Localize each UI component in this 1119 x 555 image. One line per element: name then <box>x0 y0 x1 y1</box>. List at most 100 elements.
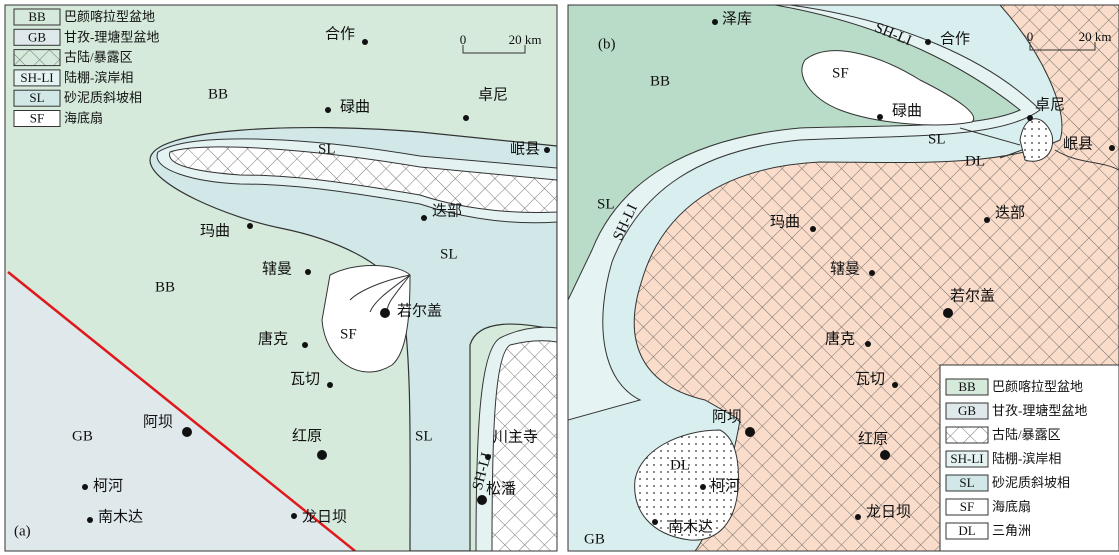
legend-text: 陆棚-滨岸相 <box>992 451 1061 466</box>
facies-label: SL <box>928 131 946 147</box>
legend-swatch <box>945 426 989 444</box>
legend-swatch <box>13 49 61 67</box>
place-name: 玛曲 <box>200 222 230 239</box>
place-dot <box>712 19 718 25</box>
legend-code: SL <box>29 90 44 105</box>
place-name: 红原 <box>292 427 322 444</box>
legend-swatch <box>945 378 989 396</box>
place-dot <box>477 495 487 505</box>
place-name: 辖曼 <box>262 260 292 277</box>
facies-label: BB <box>155 279 175 295</box>
place-name: 碌曲 <box>892 102 922 119</box>
legend-swatch <box>945 522 989 540</box>
legend-swatch <box>945 402 989 420</box>
legend-code: BB <box>958 379 976 394</box>
place-name: 泽库 <box>722 10 752 27</box>
place-dot <box>652 519 658 525</box>
place-name: 碌曲 <box>340 98 370 115</box>
panel-label: (b) <box>598 36 616 52</box>
place-name: 龙日坝 <box>866 503 911 520</box>
place-dot <box>302 342 308 348</box>
place-name: 若尔盖 <box>397 302 442 319</box>
legend-text: 古陆/暴露区 <box>64 50 133 65</box>
legend-swatch <box>13 110 61 127</box>
sl-area <box>149 126 557 551</box>
place-name: 岷县 <box>1063 135 1093 152</box>
place-dot <box>544 147 550 153</box>
place-dot <box>82 484 88 490</box>
scale-start: 0 <box>1027 29 1034 44</box>
place-dot <box>984 217 990 223</box>
facies-label: DL <box>670 457 690 473</box>
place-dot <box>865 341 871 347</box>
facies-label: GB <box>72 428 93 444</box>
land-hatch <box>492 340 557 551</box>
place-name: 迭部 <box>995 204 1025 221</box>
delta-dots <box>1020 118 1053 162</box>
place-name: 松潘 <box>486 480 516 497</box>
legend-text: 三角洲 <box>992 523 1031 538</box>
legend-swatch <box>13 8 61 26</box>
place-dot <box>700 484 706 490</box>
facies-label: SL <box>318 141 336 157</box>
place-name: 唐克 <box>258 330 288 347</box>
place-dot <box>87 517 93 523</box>
scale-bar <box>462 45 526 54</box>
place-name: 瓦切 <box>290 371 320 387</box>
panel-label: (a) <box>14 523 31 539</box>
fan <box>801 50 975 126</box>
place-dot <box>877 114 883 120</box>
panel-frame <box>567 4 1119 552</box>
place-dot <box>869 270 875 276</box>
place-dot <box>855 514 861 520</box>
legend-code: SL <box>959 475 974 490</box>
legend-text: 古陆/暴露区 <box>992 427 1061 442</box>
place-dot <box>1027 115 1033 121</box>
legend-text: 巴颜喀拉型盆地 <box>64 9 155 24</box>
place-dot <box>421 215 427 221</box>
legend-swatch <box>13 89 61 107</box>
place-dot <box>327 382 333 388</box>
place-dot <box>182 427 192 437</box>
place-name: 辖曼 <box>830 260 860 277</box>
legend-swatch <box>945 450 989 468</box>
facies-label: BB <box>650 73 670 89</box>
legend-code: SF <box>30 110 44 125</box>
place-name: 南木达 <box>668 518 713 535</box>
legend-text: 陆棚-滨岸相 <box>64 70 133 85</box>
scale-end: 20 km <box>509 32 542 47</box>
place-dot <box>247 223 253 229</box>
boundary-line <box>7 271 356 551</box>
place-dot <box>810 226 816 232</box>
scale-start: 0 <box>460 32 467 47</box>
legend-text: 砂泥质斜坡相 <box>992 475 1070 490</box>
legend-text: 海底扇 <box>64 110 103 125</box>
place-dot <box>892 382 898 388</box>
place-dot <box>943 308 953 318</box>
place-dot <box>463 115 469 121</box>
panel-frame <box>4 4 558 552</box>
facies-label: BB <box>208 86 228 102</box>
legend-text: 巴颜喀拉型盆地 <box>992 379 1083 394</box>
place-dot <box>305 269 311 275</box>
legend-text: 甘孜-理塘型盆地 <box>64 29 159 44</box>
place-name: 唐克 <box>825 330 855 347</box>
legend-code: SH-LI <box>20 70 53 85</box>
place-name: 岷县 <box>510 140 540 157</box>
place-name: 龙日坝 <box>302 508 347 525</box>
place-dot <box>880 450 890 460</box>
place-dot <box>317 450 327 460</box>
place-name: 瓦切 <box>855 371 885 387</box>
legend-text: 砂泥质斜坡相 <box>64 90 142 105</box>
facies-label: SL <box>597 196 615 212</box>
scale-bar <box>1029 42 1096 51</box>
place-name: 红原 <box>858 430 888 447</box>
place-name: 卓尼 <box>1035 96 1065 113</box>
place-name: 阿坝 <box>712 408 742 425</box>
place-dot <box>362 39 368 45</box>
place-dot <box>745 427 755 437</box>
place-name: 合作 <box>325 25 355 42</box>
facies-label: SF <box>832 65 849 81</box>
legend-swatch <box>945 498 989 516</box>
legend-code: SH-LI <box>950 451 983 466</box>
